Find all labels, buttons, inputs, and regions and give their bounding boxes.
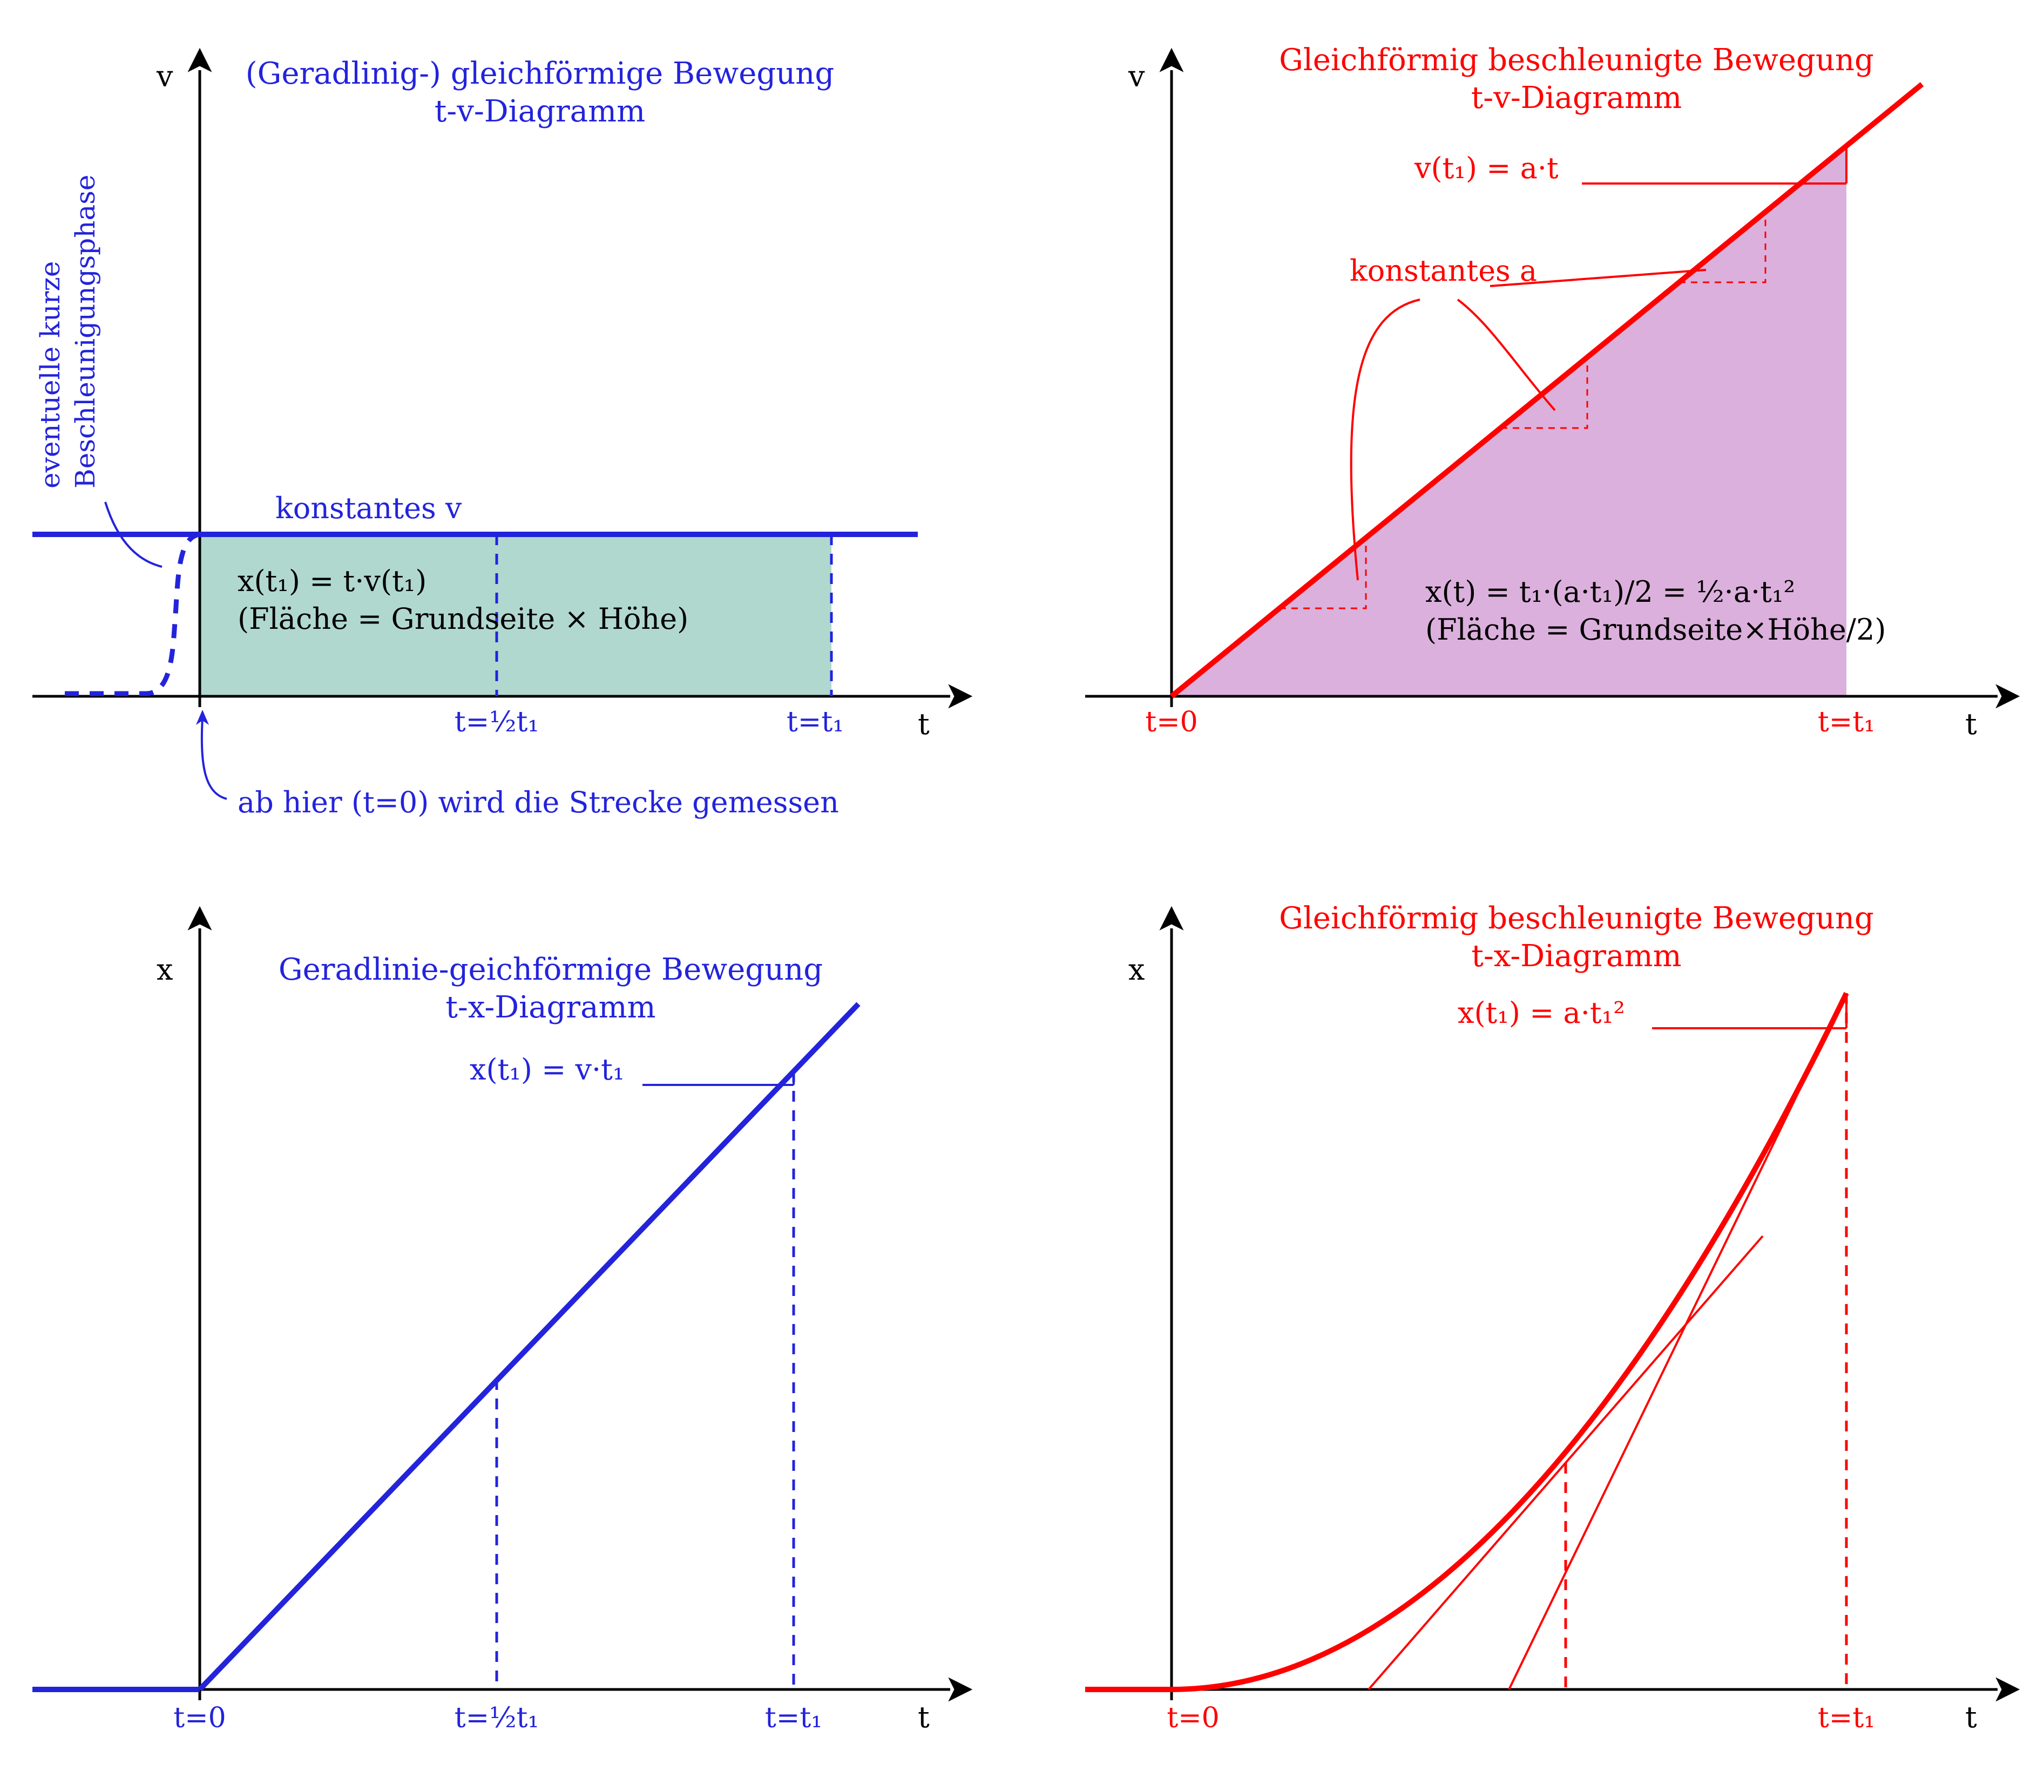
- tr-title-2: t-v-Diagramm: [1471, 80, 1682, 116]
- br-y-label: x: [1128, 953, 1145, 987]
- tr-area-1: x(t) = t₁·(a·t₁)/2 = ½·a·t₁²: [1425, 575, 1795, 609]
- bl-line: [200, 1004, 858, 1689]
- tl-y-label: v: [156, 59, 173, 93]
- tl-title-2: t-v-Diagramm: [435, 94, 645, 129]
- panel-tr: v t Gleichförmig beschleunigte Bewegung …: [1085, 43, 1998, 741]
- br-title-2: t-x-Diagramm: [1471, 939, 1681, 974]
- tl-area-2: (Fläche = Grundseite × Höhe): [238, 602, 688, 636]
- tl-foot: ab hier (t=0) wird die Strecke gemessen: [238, 785, 839, 819]
- tl-x-label: t: [918, 707, 930, 741]
- bl-x-label: t: [918, 1700, 930, 1734]
- tl-accel-curve: [65, 534, 200, 694]
- tr-t1: t=t₁: [1818, 706, 1875, 738]
- tr-const-a: konstantes a: [1350, 254, 1537, 288]
- bl-title-2: t-x-Diagramm: [445, 990, 655, 1025]
- br-xeq: x(t₁) = a·t₁²: [1458, 996, 1625, 1030]
- br-x-label: t: [1965, 1700, 1977, 1734]
- tl-title-1: (Geradlinig-) gleichförmige Bewegung: [246, 56, 834, 91]
- panel-tl: v t (Geradlinig-) gleichförmige Bewegung…: [32, 56, 950, 819]
- bl-t0: t=0: [173, 1702, 226, 1734]
- diagram-page: v t (Geradlinig-) gleichförmige Bewegung…: [0, 0, 2044, 1792]
- tr-y-label: v: [1128, 59, 1145, 93]
- tl-const-v: konstantes v: [275, 491, 462, 525]
- tr-title-1: Gleichförmig beschleunigte Bewegung: [1279, 43, 1874, 78]
- bl-xeq: x(t₁) = v·t₁: [470, 1053, 625, 1087]
- bl-title-1: Geradlinie-geichförmige Bewegung: [279, 952, 823, 987]
- tl-side-1: eventuelle kurze: [35, 261, 66, 488]
- br-parabola: [1172, 993, 1846, 1689]
- br-t1: t=t₁: [1818, 1702, 1875, 1734]
- tr-veq: v(t₁) = a·t: [1414, 151, 1559, 185]
- tl-foot-pointer: [202, 718, 227, 799]
- diagram-svg: v t (Geradlinig-) gleichförmige Bewegung…: [0, 0, 2044, 1792]
- tr-area-2: (Fläche = Grundseite×Höhe/2): [1425, 613, 1886, 647]
- bl-t-half: t=½t₁: [455, 1702, 539, 1734]
- tr-x-label: t: [1965, 707, 1977, 741]
- panel-br: x t Gleichförmig beschleunigte Bewegung …: [1085, 901, 1998, 1734]
- tr-brace2: [1458, 300, 1555, 410]
- panel-bl: x t Geradlinie-geichförmige Bewegung t-x…: [32, 928, 950, 1734]
- tl-t1: t=t₁: [787, 706, 844, 738]
- br-t0: t=0: [1167, 1702, 1220, 1734]
- bl-t1: t=t₁: [765, 1702, 822, 1734]
- br-tangent-t1: [1509, 993, 1846, 1689]
- br-title-1: Gleichförmig beschleunigte Bewegung: [1279, 901, 1874, 936]
- bl-y-label: x: [157, 953, 173, 987]
- tl-t-half: t=½t₁: [455, 706, 539, 738]
- tr-t0: t=0: [1145, 706, 1198, 738]
- tl-area-1: x(t₁) = t·v(t₁): [238, 564, 427, 598]
- tl-side-2: Beschleunigungsphase: [70, 174, 101, 488]
